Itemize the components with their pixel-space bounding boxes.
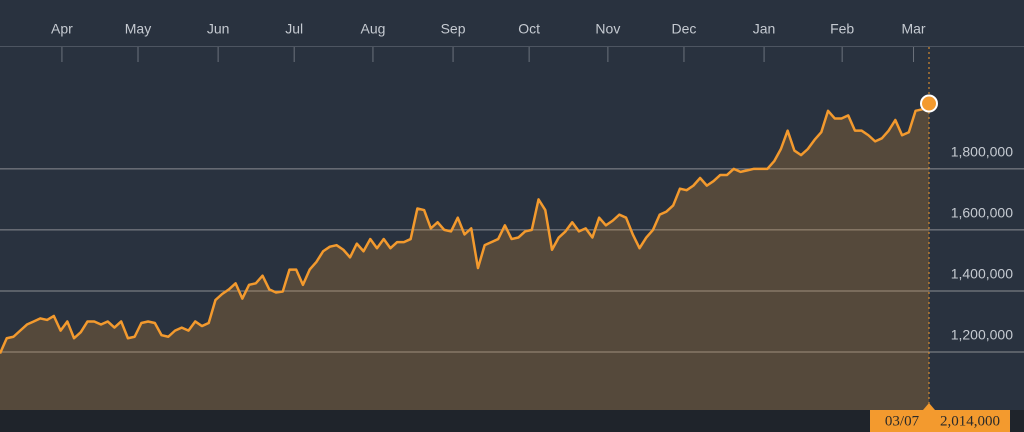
y-tick-label: 1,800,000 [951, 144, 1013, 160]
x-tick-label: Apr [51, 21, 73, 37]
x-tick-label: Oct [518, 21, 540, 37]
x-tick-label: Jul [285, 21, 303, 37]
tooltip-date: 03/07 [885, 413, 920, 429]
x-tick-label: Jan [753, 21, 776, 37]
tooltip-box [870, 410, 1010, 432]
x-tick-label: Aug [360, 21, 385, 37]
x-tick-label: Dec [672, 21, 697, 37]
x-tick-label: May [125, 21, 151, 37]
x-tick-label: Feb [830, 21, 854, 37]
area [0, 103, 929, 411]
tooltip-value: 2,014,000 [940, 413, 1000, 429]
footer-band [0, 410, 1024, 432]
y-tick-label: 1,400,000 [951, 266, 1013, 282]
x-tick-label: Nov [595, 21, 620, 37]
last-point-marker [920, 94, 938, 113]
line [0, 102, 930, 355]
y-tick-label: 1,600,000 [951, 205, 1013, 221]
x-tick-label: Mar [901, 21, 925, 37]
x-tick-label: Jun [207, 21, 230, 37]
tooltip-pointer [923, 403, 935, 410]
x-tick-label: Sep [441, 21, 466, 37]
y-tick-label: 1,200,000 [951, 327, 1013, 343]
